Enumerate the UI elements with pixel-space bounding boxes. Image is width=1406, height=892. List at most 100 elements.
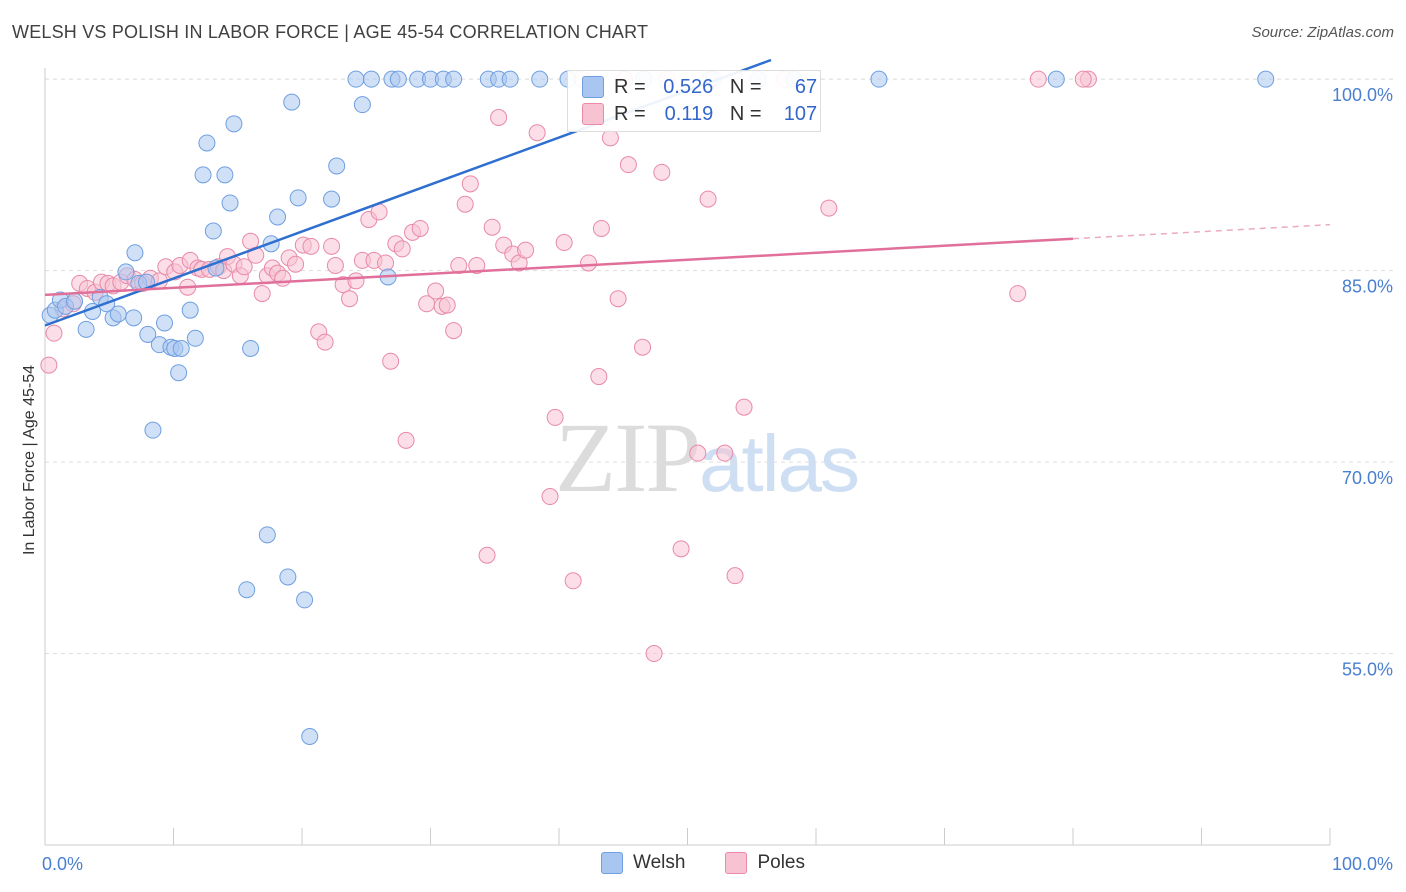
data-point-poles xyxy=(490,108,508,126)
data-point-welsh xyxy=(242,339,260,357)
legend-n-value-poles: 107 xyxy=(783,102,818,125)
data-point-poles xyxy=(716,444,734,462)
legend-r-value-welsh: 0.526 xyxy=(663,75,714,98)
data-point-poles xyxy=(274,269,292,287)
data-point-poles xyxy=(438,296,456,314)
data-point-poles xyxy=(45,324,63,342)
data-point-poles xyxy=(1074,70,1092,88)
data-point-poles xyxy=(528,124,546,142)
data-point-poles xyxy=(382,352,400,370)
data-point-poles xyxy=(609,290,627,308)
data-point-poles xyxy=(347,272,365,290)
data-point-welsh xyxy=(301,728,319,746)
data-point-poles xyxy=(468,257,486,275)
data-point-welsh xyxy=(289,189,307,207)
legend-swatch-welsh xyxy=(601,852,623,874)
data-point-welsh xyxy=(77,320,95,338)
data-point-welsh xyxy=(204,222,222,240)
legend-swatch-welsh xyxy=(582,76,604,98)
y-tick-label: 85.0% xyxy=(1342,277,1393,297)
data-point-poles xyxy=(517,241,535,259)
data-point-welsh xyxy=(279,568,297,586)
data-point-welsh xyxy=(1047,70,1065,88)
data-point-welsh xyxy=(258,526,276,544)
data-point-welsh xyxy=(323,190,341,208)
legend-swatch-poles xyxy=(582,103,604,125)
legend-label-poles: Poles xyxy=(757,852,805,873)
data-point-poles xyxy=(326,257,344,275)
data-point-welsh xyxy=(181,301,199,319)
data-point-poles xyxy=(411,219,429,237)
data-point-welsh xyxy=(156,314,174,332)
data-point-poles xyxy=(461,175,479,193)
data-point-welsh xyxy=(125,309,143,327)
data-point-poles xyxy=(235,258,253,276)
data-point-welsh xyxy=(296,591,314,609)
data-point-poles xyxy=(253,285,271,303)
legend-item-welsh[interactable]: Welsh xyxy=(601,852,685,874)
x-tick-label: 100.0% xyxy=(1332,854,1393,874)
data-point-poles xyxy=(393,240,411,258)
data-point-poles xyxy=(735,398,753,416)
x-tick-label: 0.0% xyxy=(42,854,83,874)
data-point-welsh xyxy=(347,70,365,88)
data-point-welsh xyxy=(144,421,162,439)
data-point-welsh xyxy=(216,166,234,184)
source-label: Source: ZipAtlas.com xyxy=(1251,24,1394,41)
legend-r-value-poles: 0.119 xyxy=(664,102,714,125)
data-point-welsh xyxy=(225,115,243,133)
data-point-welsh xyxy=(870,70,888,88)
data-point-poles xyxy=(580,254,598,272)
data-point-poles xyxy=(672,540,690,558)
data-point-poles xyxy=(541,488,559,506)
legend-label-welsh: Welsh xyxy=(633,852,686,873)
trendline-poles-extension xyxy=(1072,223,1331,240)
data-point-poles xyxy=(1009,285,1027,303)
data-point-welsh xyxy=(389,70,407,88)
data-point-poles xyxy=(546,408,564,426)
legend-n-value-welsh: 67 xyxy=(794,75,818,98)
data-point-poles xyxy=(456,195,474,213)
data-point-poles xyxy=(427,282,445,300)
legend-item-poles[interactable]: Poles xyxy=(725,852,805,874)
data-point-poles xyxy=(653,163,671,181)
y-tick-label: 100.0% xyxy=(1332,85,1393,105)
data-point-welsh xyxy=(238,581,256,599)
data-point-welsh xyxy=(109,305,127,323)
data-point-welsh xyxy=(194,166,212,184)
data-point-poles xyxy=(316,333,334,351)
data-point-welsh xyxy=(198,134,216,152)
data-point-welsh xyxy=(66,292,84,310)
data-point-welsh xyxy=(139,325,157,343)
data-point-poles xyxy=(555,234,573,252)
series-legend: Welsh Poles xyxy=(0,852,1406,874)
data-point-poles xyxy=(478,546,496,564)
data-point-welsh xyxy=(186,329,204,347)
data-point-poles xyxy=(483,218,501,236)
data-point-welsh xyxy=(362,70,380,88)
data-point-poles xyxy=(302,237,320,255)
data-point-poles xyxy=(619,156,637,174)
y-tick-label: 55.0% xyxy=(1342,660,1393,680)
data-point-poles xyxy=(634,338,652,356)
data-point-welsh xyxy=(1257,70,1275,88)
data-point-welsh xyxy=(353,96,371,114)
data-point-poles xyxy=(445,322,463,340)
trendline-poles xyxy=(44,237,1074,297)
data-point-welsh xyxy=(531,70,549,88)
legend-r-label: R = xyxy=(614,102,646,125)
data-point-welsh xyxy=(172,339,190,357)
data-point-welsh xyxy=(221,194,239,212)
data-point-poles xyxy=(601,129,619,147)
watermark: ZIPatlas xyxy=(555,400,860,515)
data-point-poles xyxy=(689,444,707,462)
watermark-zip: ZIP xyxy=(555,402,701,513)
data-point-poles xyxy=(40,356,58,374)
data-point-poles xyxy=(645,645,663,663)
data-point-poles xyxy=(377,254,395,272)
legend-row-poles: R = 0.119 N = 107 xyxy=(582,103,817,125)
data-point-welsh xyxy=(283,93,301,111)
data-point-poles xyxy=(592,219,610,237)
data-point-welsh xyxy=(328,157,346,175)
